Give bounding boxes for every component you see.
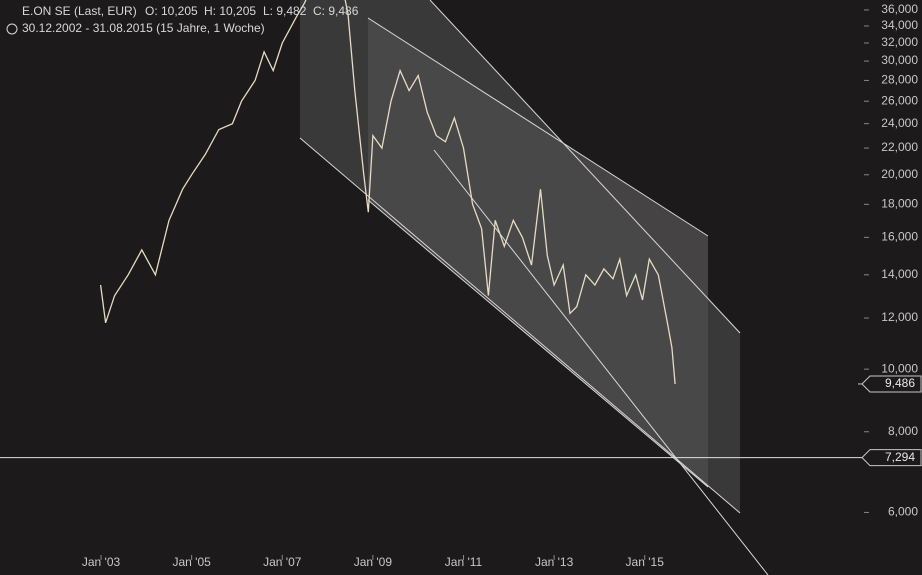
price-tag-label: 7,294	[885, 450, 915, 464]
channels	[299, 0, 769, 575]
y-tick-label: 18,000	[881, 197, 918, 211]
clock-icon	[6, 23, 18, 35]
x-tick-label: Jan '05	[172, 555, 211, 569]
x-tick-label: Jan '07	[263, 555, 302, 569]
y-tick-label: 6,000	[888, 505, 918, 519]
x-tick-label: Jan '09	[354, 555, 393, 569]
y-tick-label: 12,000	[881, 310, 918, 324]
price-tag-label: 9,486	[885, 376, 915, 390]
channel-line	[299, 137, 741, 514]
y-tick-label: 14,000	[881, 267, 918, 281]
x-tick-label: Jan '03	[82, 555, 121, 569]
y-tick-label: 24,000	[881, 116, 918, 130]
y-tick-label: 26,000	[881, 93, 918, 107]
trend-line	[433, 149, 769, 575]
y-tick-label: 20,000	[881, 167, 918, 181]
y-tick-label: 28,000	[881, 73, 918, 87]
stat: O: 10,205	[145, 4, 198, 18]
channel-line	[429, 0, 741, 334]
stat: C: 9,486	[313, 4, 359, 18]
x-tick-label: Jan '15	[626, 555, 665, 569]
channel-line	[367, 199, 709, 488]
y-tick-label: 8,000	[888, 424, 918, 438]
y-tick-label: 16,000	[881, 230, 918, 244]
y-tick-label: 36,000	[881, 2, 918, 16]
price-tag	[861, 449, 922, 467]
y-tick-label: 30,000	[881, 53, 918, 67]
x-tick-label: Jan '11	[445, 555, 483, 569]
period: 30.12.2002 - 31.08.2015 (15 Jahre, 1 Woc…	[22, 21, 265, 35]
x-tick-label: Jan '13	[535, 555, 574, 569]
channel-line	[367, 17, 709, 237]
stat: L: 9,482	[263, 4, 307, 18]
y-tick-label: 34,000	[881, 18, 918, 32]
plot	[99, 0, 676, 385]
price-tag	[861, 375, 922, 393]
title: E.ON SE (Last, EUR)	[22, 4, 137, 18]
y-tick-label: 22,000	[881, 140, 918, 154]
y-tick-label: 32,000	[881, 35, 918, 49]
stat: H: 10,205	[204, 4, 256, 18]
y-tick-label: 10,000	[881, 361, 918, 375]
price-line	[99, 0, 676, 385]
inner-channel	[368, 18, 708, 487]
